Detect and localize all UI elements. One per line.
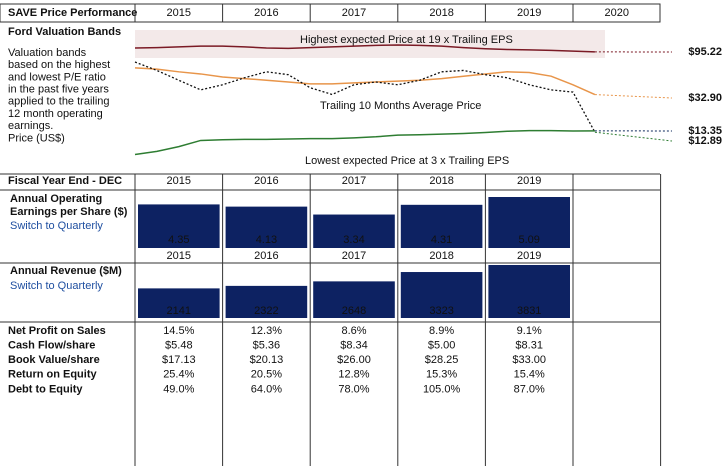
year-label: 2019 — [517, 250, 541, 262]
bar — [138, 204, 220, 248]
valuation-text: earnings. — [8, 120, 53, 132]
valuation-text: Valuation bands — [8, 47, 87, 59]
row-value: 14.5% — [163, 325, 194, 337]
year-label: 2017 — [342, 250, 366, 262]
row-label: Book Value/share — [8, 354, 100, 366]
band-area — [135, 30, 605, 58]
year-label: 2017 — [342, 7, 366, 19]
year-label: 2016 — [254, 7, 278, 19]
series-line — [134, 67, 596, 96]
row-value: 64.0% — [251, 383, 282, 395]
year-label: 2019 — [517, 175, 541, 187]
valuation-text: applied to the trailing — [8, 96, 110, 108]
row-value: 78.0% — [338, 383, 369, 395]
row-label: Return on Equity — [8, 369, 97, 381]
bar — [400, 204, 483, 248]
year-label: 2019 — [517, 7, 541, 19]
section-title: Earnings per Share ($) — [10, 206, 128, 218]
annotation: Trailing 10 Months Average Price — [320, 100, 481, 112]
annotation: Highest expected Price at 19 x Trailing … — [300, 34, 513, 46]
bar — [313, 214, 395, 248]
switch-link[interactable]: Switch to Quarterly — [10, 280, 103, 292]
leader-line — [594, 131, 673, 142]
row-value: $5.00 — [428, 340, 456, 352]
row-label: Cash Flow/share — [8, 340, 95, 352]
section-title: Annual Revenue ($M) — [10, 265, 122, 277]
year-label: 2015 — [167, 7, 191, 19]
bar-label: 3831 — [517, 305, 541, 317]
row-value: $17.13 — [162, 354, 196, 366]
valuation-text: in the past five years — [8, 84, 109, 96]
row-label: Debt to Equity — [8, 383, 83, 395]
leader-line — [594, 94, 673, 99]
bar-label: 4.35 — [168, 234, 189, 246]
year-label: 2015 — [167, 250, 191, 262]
switch-link[interactable]: Switch to Quarterly — [10, 220, 103, 232]
row-value: 20.5% — [251, 369, 282, 381]
valuation-text: and lowest P/E ratio — [8, 71, 106, 83]
bar-label: 3.34 — [343, 234, 364, 246]
year-label: 2018 — [429, 7, 453, 19]
year-label: 2018 — [429, 250, 453, 262]
bar-label: 2322 — [254, 305, 278, 317]
valuation-title: Ford Valuation Bands — [8, 26, 121, 38]
price-label: $13.35 — [688, 125, 722, 137]
row-value: $8.34 — [340, 340, 368, 352]
series-line — [134, 129, 595, 156]
valuation-text: based on the highest — [8, 59, 110, 71]
header-title: SAVE Price Performance — [8, 7, 137, 19]
bar — [400, 272, 483, 318]
row-value: 49.0% — [163, 383, 194, 395]
row-value: 8.6% — [341, 325, 366, 337]
year-label: 2017 — [342, 175, 366, 187]
bar — [488, 197, 570, 248]
row-value: 87.0% — [514, 383, 545, 395]
year-label: 2015 — [167, 175, 191, 187]
section-title: Annual Operating — [10, 193, 102, 205]
year-label: 2016 — [254, 175, 278, 187]
row-value: $8.31 — [515, 340, 543, 352]
price-label: $95.22 — [688, 46, 722, 58]
series-line — [134, 44, 595, 53]
row-value: 15.3% — [426, 369, 457, 381]
price-label: $12.89 — [688, 135, 722, 147]
fiscal-label: Fiscal Year End - DEC — [8, 175, 122, 187]
header-bg — [0, 3, 661, 23]
bar — [138, 288, 220, 318]
row-value: $20.13 — [250, 354, 284, 366]
row-value: 15.4% — [514, 369, 545, 381]
row-value: 12.3% — [251, 325, 282, 337]
bar-label: 2141 — [167, 305, 191, 317]
bar — [488, 265, 570, 318]
row-value: 9.1% — [517, 325, 542, 337]
series-line — [134, 61, 596, 133]
row-value: 105.0% — [423, 383, 461, 395]
row-value: 8.9% — [429, 325, 454, 337]
row-value: $26.00 — [337, 354, 371, 366]
row-value: $28.25 — [425, 354, 459, 366]
bar-label: 5.09 — [518, 234, 539, 246]
row-value: $5.48 — [165, 340, 193, 352]
row-label: Net Profit on Sales — [8, 325, 106, 337]
year-label: 2020 — [605, 7, 629, 19]
year-label: 2018 — [429, 175, 453, 187]
bar — [225, 285, 308, 318]
bar-label: 3323 — [429, 305, 453, 317]
bar-label: 4.13 — [256, 234, 277, 246]
bar-label: 4.31 — [431, 234, 452, 246]
row-value: $5.36 — [253, 340, 281, 352]
row-value: $33.00 — [512, 354, 546, 366]
annotation: Lowest expected Price at 3 x Trailing EP… — [305, 155, 509, 167]
valuation-text: Price (US$) — [8, 132, 65, 144]
bar — [313, 281, 395, 318]
valuation-text: 12 month operating — [8, 108, 103, 120]
row-value: 12.8% — [338, 369, 369, 381]
price-label: $32.90 — [688, 92, 722, 104]
bar-label: 2648 — [342, 305, 366, 317]
bar — [225, 206, 308, 248]
year-label: 2016 — [254, 250, 278, 262]
row-value: 25.4% — [163, 369, 194, 381]
